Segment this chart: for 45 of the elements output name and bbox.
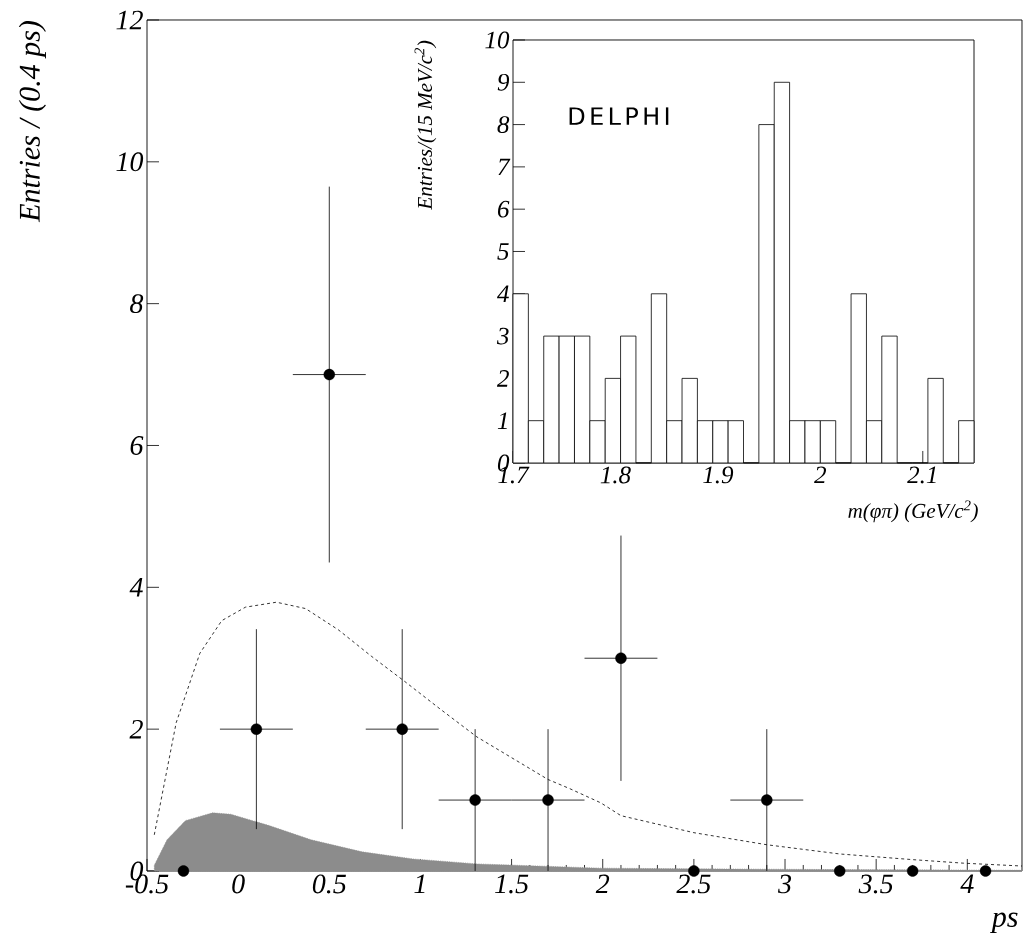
annotation: DELPHI (569, 107, 669, 125)
y-tick-label: 7 (498, 158, 511, 176)
point (542, 794, 554, 806)
y-tick-label: 5 (497, 243, 509, 260)
y-tick-label: 2 (129, 719, 143, 739)
point (761, 794, 773, 806)
x-tick-label: 1.9 (703, 466, 734, 484)
x-tick-label: 2 (814, 466, 827, 484)
point (906, 865, 919, 877)
x-tick-label: 0 (232, 874, 245, 894)
x-tick-label: 1.5 (495, 874, 529, 894)
x-tick-label: 2.5 (676, 874, 711, 894)
y-tick-label: 6 (497, 200, 510, 218)
y-tick-label: 6 (130, 436, 144, 455)
point (469, 794, 481, 806)
x-tick-label: 1.8 (600, 466, 631, 484)
point (396, 723, 408, 735)
x-tick-label: 4 (960, 874, 974, 893)
x-axis-title: m(φπ) (GeV/c$^{2}$) (848, 500, 978, 523)
point (323, 368, 335, 381)
y-tick-label: 10 (116, 152, 144, 172)
y-axis-title: Entries/(15 MeV/c$^{2}$) (414, 40, 437, 210)
y-tick-label: 4 (129, 578, 143, 597)
x-axis-title: ps (990, 912, 1018, 934)
y-tick-label: 8 (130, 294, 144, 314)
x-tick-label: 3.5 (858, 874, 893, 894)
y-tick-label: 1 (497, 412, 507, 429)
x-tick-label: 3 (777, 874, 792, 894)
x-tick-label: 2 (595, 874, 610, 894)
point (834, 865, 846, 877)
y-tick-label: 4 (497, 285, 509, 303)
y-tick-label: 12 (116, 10, 143, 30)
y-tick-label: 10 (485, 31, 510, 49)
y-tick-label: 2 (496, 370, 509, 387)
point (615, 652, 627, 664)
y-tick-label: 8 (497, 116, 510, 134)
x-tick-label: 0.5 (312, 874, 346, 894)
point (979, 865, 992, 877)
x-tick-label: 1 (414, 874, 425, 893)
y-axis-title: Entries / (0.4 ps) (18, 21, 46, 223)
y-tick-label: 3 (496, 327, 509, 345)
y-tick-label: 9 (497, 73, 510, 91)
point (177, 865, 190, 877)
x-tick-label: 2.1 (907, 466, 936, 484)
point (250, 723, 263, 735)
